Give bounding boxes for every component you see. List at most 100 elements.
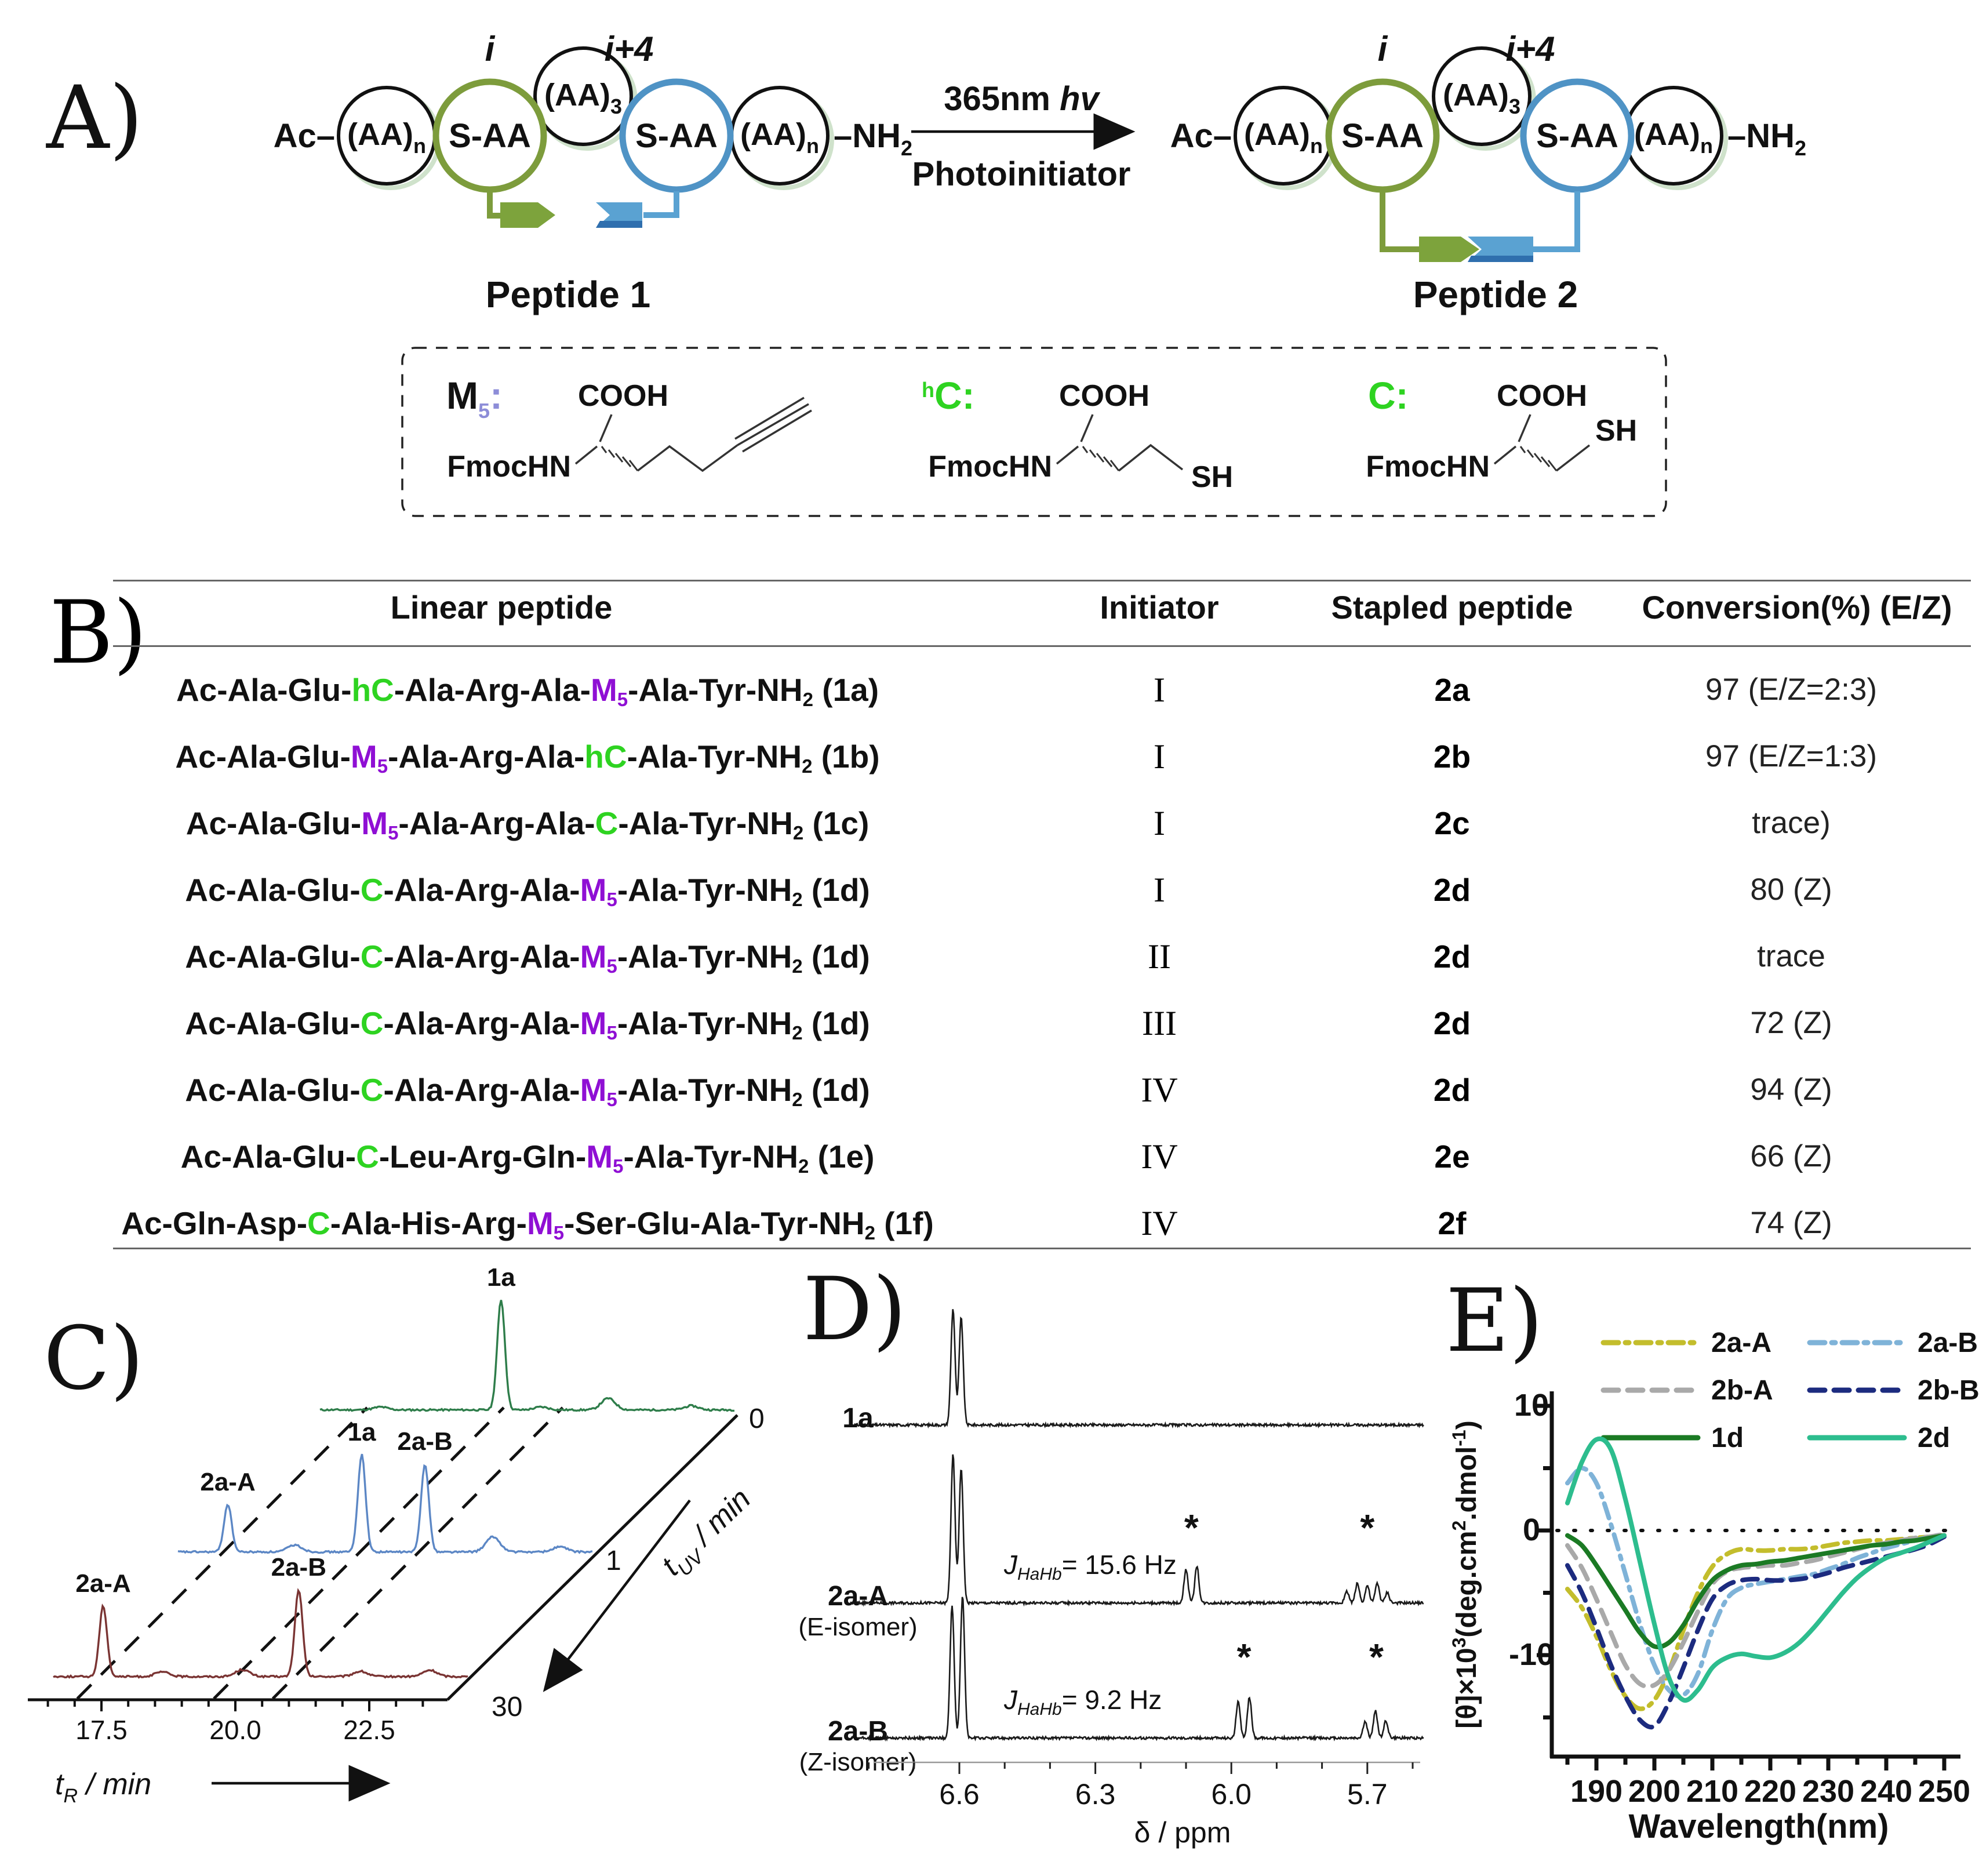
trace-name: 2a-A (828, 1581, 888, 1612)
initiator-value: IV (1141, 1137, 1178, 1176)
x-tick-label: 230 (1802, 1774, 1854, 1809)
saa-label: S-AA (635, 117, 718, 155)
asterisk-marker: * (1360, 1507, 1374, 1548)
table-rule-bottom (113, 1248, 1971, 1249)
amide-label: –NH2 (834, 117, 912, 160)
hash-wedge (1082, 446, 1120, 471)
x-axis-ticks: 17.5 20.0 22.5 (46, 1700, 424, 1745)
trace-name: 2a-B (828, 1716, 888, 1747)
cd-series-2a-B (1565, 1466, 1947, 1699)
staple-link-blue (1533, 191, 1580, 252)
stapled-peptide-value: 2f (1438, 1205, 1467, 1241)
x-tick-label: 210 (1686, 1774, 1738, 1809)
peak-label: 1a (348, 1418, 376, 1446)
cooh-label: COOH (578, 379, 668, 413)
retention-guides (76, 1406, 564, 1700)
depth-tick-label: 1 (606, 1546, 621, 1576)
stapled-peptide-value: 2c (1434, 805, 1470, 841)
x-tick-label: 17.5 (75, 1715, 128, 1745)
legend-label-2a-B: 2a-B (1918, 1328, 1978, 1358)
aa-n-label: (AA)n (347, 117, 426, 158)
cd-curves (1565, 1436, 1947, 1730)
x-tick-label: 250 (1918, 1774, 1970, 1809)
column-header-conversion: Conversion(%) (E/Z) (1642, 589, 1952, 626)
panel-b-table: B) Linear peptide Initiator Stapled pept… (0, 568, 1979, 1264)
linear-peptide-sequence: Ac-Ala-Glu-C-Ala-Arg-Ala-M5-Ala-Tyr-NH2 … (185, 872, 870, 911)
sh-label: SH (1191, 460, 1233, 494)
stapled-peptide-value: 2d (1433, 1005, 1471, 1041)
guide-line (213, 1406, 505, 1700)
aa3-label: (AA)3 (1443, 78, 1520, 118)
x-tick-label: 22.5 (343, 1715, 395, 1745)
conversion-value: 72 (Z) (1750, 1006, 1832, 1040)
table-row: Ac-Ala-Glu-C-Ala-Arg-Ala-M5-Ala-Tyr-NH2 … (0, 930, 1979, 983)
trace-name: 1a (842, 1403, 874, 1434)
saa-label: S-AA (1536, 117, 1618, 155)
i-label: i (1378, 30, 1388, 68)
linear-peptide-sequence: Ac-Ala-Glu-C-Ala-Arg-Ala-M5-Ala-Tyr-NH2 … (185, 1072, 870, 1111)
monomer-m5: M5: COOH FmocHN (446, 374, 812, 483)
saa-label: S-AA (449, 117, 531, 155)
conversion-value: 94 (Z) (1750, 1072, 1832, 1107)
c-label: C: (1368, 374, 1409, 417)
axis-ticks: 190 200 210 220 230 240 250 10 0 -10 (1509, 1388, 1970, 1809)
staple-flag-blue-stripe (1468, 256, 1533, 262)
staple-link-blue (643, 191, 679, 218)
y-axis-title: [θ]×103(deg.cm2.dmol-1) (1449, 1420, 1482, 1728)
guide-line (76, 1406, 369, 1700)
guide-line (271, 1406, 564, 1700)
cooh-label: COOH (1497, 379, 1587, 413)
asterisk-marker: * (1237, 1636, 1252, 1678)
peak-label: 1a (487, 1263, 515, 1292)
i4-label: i+4 (604, 30, 653, 68)
x-tick-label: 240 (1860, 1774, 1912, 1809)
ppm-tick-label: 6.6 (939, 1778, 980, 1810)
ppm-axis-title: δ / ppm (1134, 1816, 1231, 1849)
asterisk-marker: * (1184, 1507, 1199, 1548)
table-row: Ac-Ala-Glu-C-Ala-Arg-Ala-M5-Ala-Tyr-NH2 … (0, 997, 1979, 1049)
j-coupling-label: JHaHb= 15.6 Hz (1003, 1550, 1177, 1584)
hc-label: hC: (922, 374, 975, 417)
initiator-value: I (1154, 804, 1165, 842)
peptide2-label: Peptide 2 (1413, 274, 1578, 315)
panel-e-cd-chart: E) 2a-A 2a-B2b-A 2b-B1d 2d 190 200 210 220 230 2… (1446, 1271, 1979, 1845)
initiator-value: I (1154, 671, 1165, 709)
sh-label: SH (1595, 414, 1637, 448)
nmr-trace (850, 1597, 1424, 1742)
fmochn-label: FmocHN (928, 450, 1052, 483)
initiator-value: I (1154, 737, 1165, 776)
initiator-value: II (1148, 937, 1171, 976)
staple-link-green (487, 191, 500, 219)
column-header-initiator: Initiator (1100, 589, 1219, 626)
cd-series-1d (1565, 1533, 1947, 1650)
aa3-circle (1432, 46, 1531, 146)
peptide1-label: Peptide 1 (486, 274, 651, 315)
fmochn-label: FmocHN (1366, 450, 1490, 483)
cd-series-2d (1565, 1436, 1947, 1703)
table-rule-header (113, 645, 1971, 647)
peak-label: 2a-B (271, 1553, 326, 1581)
panel-a-label: A) (46, 68, 143, 169)
stapled-peptide-value: 2d (1433, 1072, 1471, 1108)
conversion-value: 74 (Z) (1750, 1206, 1832, 1240)
conversion-value: trace (1757, 939, 1825, 973)
cd-series-2a-A (1565, 1533, 1947, 1711)
legend-label-2b-B: 2b-B (1918, 1375, 1979, 1406)
initiator-value: IV (1141, 1071, 1178, 1109)
isomer-label: (E-isomer) (798, 1613, 917, 1641)
nmr-trace (850, 1454, 1424, 1607)
light-label: 365nm hv (944, 80, 1100, 118)
saa-i4-circle (619, 78, 734, 193)
acetyl-label: Ac– (1170, 117, 1232, 155)
staple-arrow-green-icon (1419, 237, 1479, 262)
initiator-value: III (1142, 1004, 1177, 1042)
acetyl-label: Ac– (274, 117, 335, 155)
ppm-tick-label: 6.3 (1075, 1778, 1116, 1810)
table-row: Ac-Gln-Asp-C-Ala-His-Arg-M5-Ser-Glu-Ala-… (0, 1197, 1979, 1249)
hplc-trace (53, 1588, 468, 1679)
fmochn-label: FmocHN (447, 450, 571, 483)
asterisk-marker: * (1369, 1636, 1384, 1678)
aa3-circle (533, 46, 633, 146)
monomer-hc: hC: COOH FmocHN SH (922, 374, 1233, 494)
